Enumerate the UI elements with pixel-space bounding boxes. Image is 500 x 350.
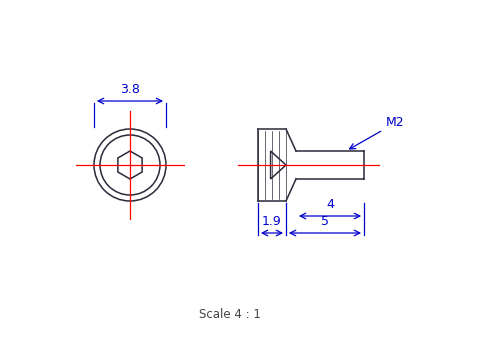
Text: 5: 5 [321,215,329,228]
Text: 3.8: 3.8 [120,83,140,96]
Text: 1.9: 1.9 [262,215,282,228]
Text: 4: 4 [326,198,334,211]
Text: Scale 4 : 1: Scale 4 : 1 [199,308,261,322]
Text: M2: M2 [350,117,405,149]
